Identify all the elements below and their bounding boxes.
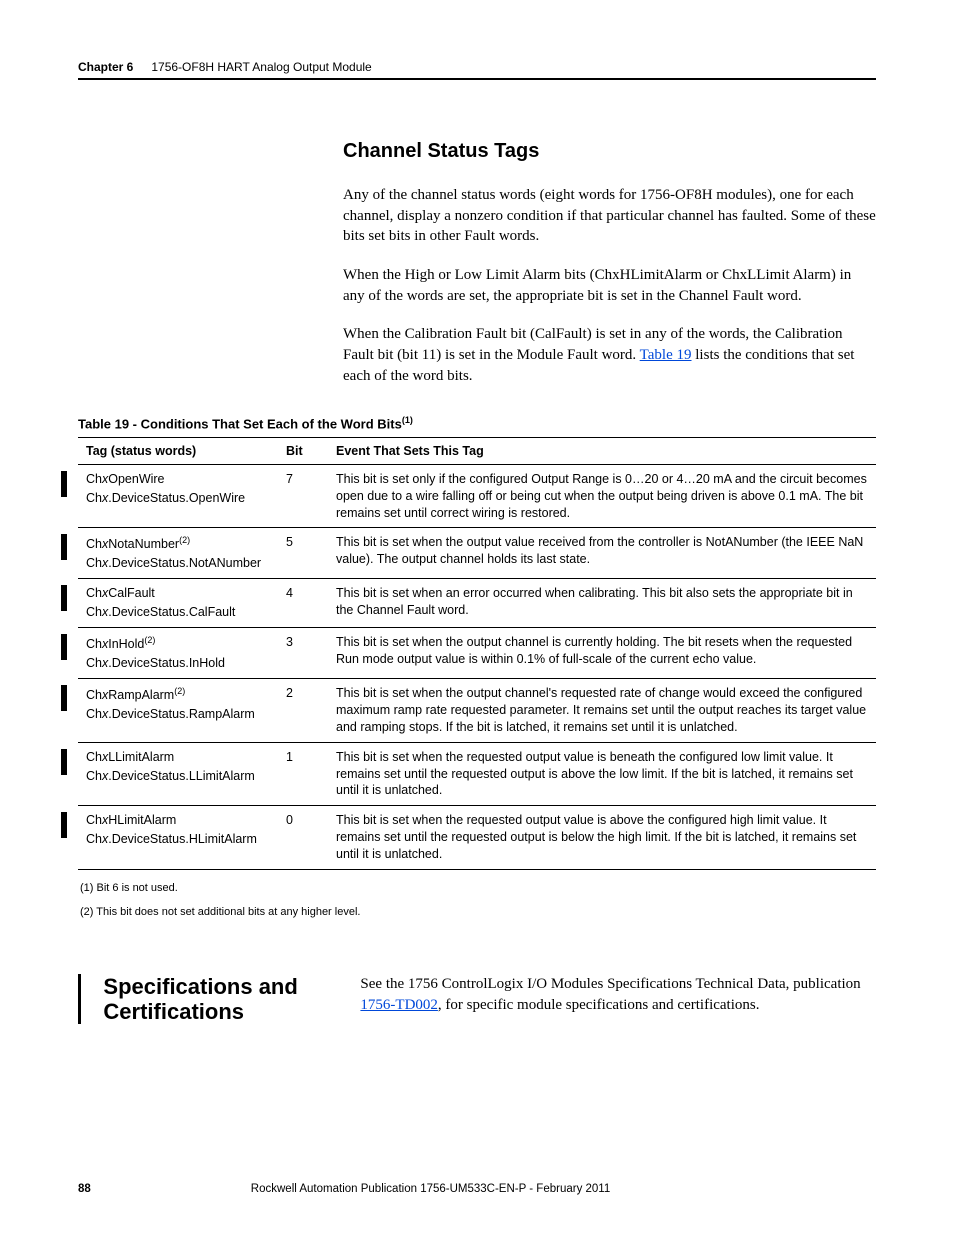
cell-event: This bit is set when an error occurred w…	[328, 579, 876, 628]
publication-info: Rockwell Automation Publication 1756-UM5…	[251, 1183, 610, 1195]
table-row: ChxOpenWireChx.DeviceStatus.OpenWire7Thi…	[78, 464, 876, 528]
cell-bit: 7	[278, 464, 328, 528]
table-row: ChxHLimitAlarmChx.DeviceStatus.HLimitAla…	[78, 806, 876, 870]
row-tick	[61, 685, 67, 711]
table-row: ChxNotaNumber(2)Chx.DeviceStatus.NotANum…	[78, 528, 876, 579]
cell-tag: ChxHLimitAlarmChx.DeviceStatus.HLimitAla…	[78, 806, 278, 870]
cell-tag: ChxInHold(2)Chx.DeviceStatus.InHold	[78, 628, 278, 679]
th-bit: Bit	[278, 437, 328, 464]
section-bar	[78, 974, 81, 1025]
row-tick	[61, 585, 67, 611]
page-footer: 88 Rockwell Automation Publication 1756-…	[78, 1183, 876, 1195]
channel-status-heading: Channel Status Tags	[343, 140, 876, 163]
paragraph: See the 1756 ControlLogix I/O Modules Sp…	[360, 974, 876, 1015]
chapter-title: 1756-OF8H HART Analog Output Module	[151, 60, 371, 74]
caption-sup: (1)	[402, 415, 413, 425]
cell-tag: ChxLLimitAlarmChx.DeviceStatus.LLimitAla…	[78, 742, 278, 806]
cell-event: This bit is set only if the configured O…	[328, 464, 876, 528]
cell-bit: 4	[278, 579, 328, 628]
table-wrap: Tag (status words) Bit Event That Sets T…	[78, 437, 876, 870]
cell-event: This bit is set when the output channel …	[328, 628, 876, 679]
row-tick	[61, 812, 67, 838]
footnote-2: (2) This bit does not set additional bit…	[80, 906, 876, 918]
table-row: ChxRampAlarm(2)Chx.DeviceStatus.RampAlar…	[78, 679, 876, 743]
row-tick	[61, 471, 67, 497]
cell-bit: 2	[278, 679, 328, 743]
table-caption: Table 19 - Conditions That Set Each of t…	[78, 415, 876, 431]
cell-event: This bit is set when the requested outpu…	[328, 806, 876, 870]
word-bits-table: Tag (status words) Bit Event That Sets T…	[78, 437, 876, 870]
cell-event: This bit is set when the output value re…	[328, 528, 876, 579]
paragraph: Any of the channel status words (eight w…	[343, 185, 876, 247]
row-tick	[61, 749, 67, 775]
table-row: ChxLLimitAlarmChx.DeviceStatus.LLimitAla…	[78, 742, 876, 806]
row-tick	[61, 534, 67, 560]
cell-bit: 3	[278, 628, 328, 679]
cell-tag: ChxCalFaultChx.DeviceStatus.CalFault	[78, 579, 278, 628]
spec-cert-section: Specifications and Certifications See th…	[78, 974, 876, 1025]
cell-tag: ChxNotaNumber(2)Chx.DeviceStatus.NotANum…	[78, 528, 278, 579]
page-header: Chapter 6 1756-OF8H HART Analog Output M…	[78, 60, 876, 80]
paragraph: When the Calibration Fault bit (CalFault…	[343, 324, 876, 386]
cell-tag: ChxOpenWireChx.DeviceStatus.OpenWire	[78, 464, 278, 528]
cell-bit: 0	[278, 806, 328, 870]
pub-link[interactable]: 1756-TD002	[360, 997, 438, 1013]
text: , for specific module specifications and…	[438, 997, 760, 1013]
spec-cert-heading: Specifications and Certifications	[103, 974, 338, 1025]
cell-event: This bit is set when the output channel'…	[328, 679, 876, 743]
table-row: ChxCalFaultChx.DeviceStatus.CalFault4Thi…	[78, 579, 876, 628]
table-row: ChxInHold(2)Chx.DeviceStatus.InHold3This…	[78, 628, 876, 679]
th-tag: Tag (status words)	[78, 437, 278, 464]
paragraph: When the High or Low Limit Alarm bits (C…	[343, 265, 876, 306]
cell-tag: ChxRampAlarm(2)Chx.DeviceStatus.RampAlar…	[78, 679, 278, 743]
text: See the 1756 ControlLogix I/O Modules Sp…	[360, 976, 860, 992]
page-number: 88	[78, 1183, 91, 1195]
footnote-1: (1) Bit 6 is not used.	[80, 882, 876, 894]
cell-bit: 1	[278, 742, 328, 806]
cell-event: This bit is set when the requested outpu…	[328, 742, 876, 806]
chapter-label: Chapter 6	[78, 60, 133, 74]
table-19-link[interactable]: Table 19	[640, 347, 692, 363]
row-tick	[61, 634, 67, 660]
th-event: Event That Sets This Tag	[328, 437, 876, 464]
cell-bit: 5	[278, 528, 328, 579]
caption-text: Table 19 - Conditions That Set Each of t…	[78, 416, 402, 431]
